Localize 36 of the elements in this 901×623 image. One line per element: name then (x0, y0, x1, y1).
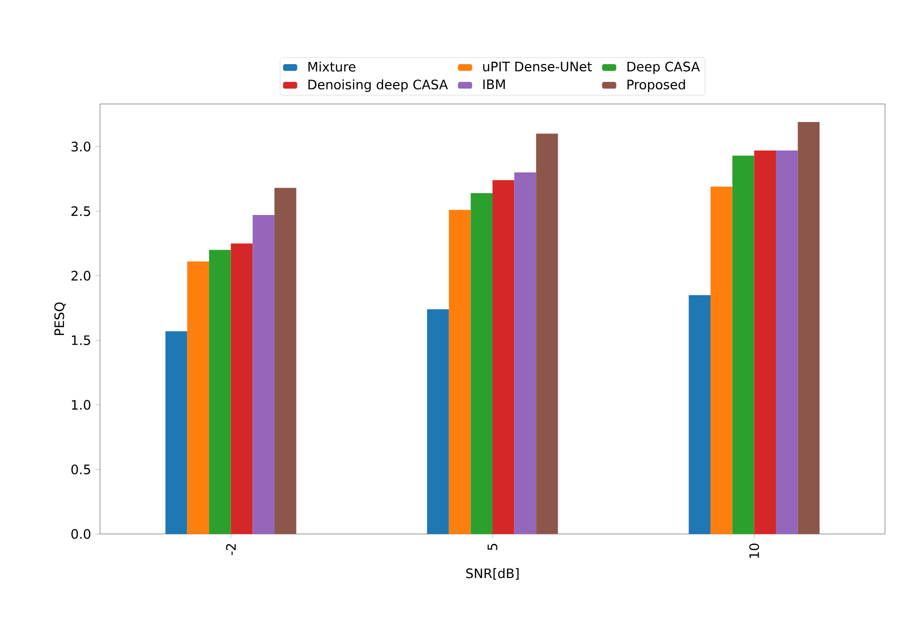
bar (470, 193, 493, 534)
legend-label: Proposed (628, 79, 685, 92)
bar (252, 215, 274, 534)
bar (492, 180, 514, 534)
y-tick-label: 2.0 (72, 270, 90, 281)
bar (165, 331, 188, 534)
x-tick-label: 5 (488, 544, 498, 550)
y-tick-label: 0.0 (71, 529, 90, 539)
bar (688, 295, 711, 534)
bar (209, 250, 231, 534)
bar (427, 309, 449, 534)
bar (776, 150, 798, 534)
legend-label: Mixture (308, 62, 356, 72)
bar (230, 243, 253, 534)
bar (754, 150, 776, 534)
legend-label: IBM (483, 80, 505, 90)
y-tick-label: 1.5 (72, 335, 90, 346)
bar (187, 262, 210, 534)
x-tick-label: 10 (749, 544, 760, 558)
y-tick-label: 3.0 (72, 142, 90, 152)
bar (448, 210, 471, 534)
bar (536, 134, 558, 534)
legend-label: uPIT Dense-UNet (483, 62, 592, 72)
bar (274, 188, 296, 534)
x-tick-label: -2 (226, 544, 236, 556)
y-tick-label: 2.5 (72, 206, 90, 216)
bar (798, 122, 820, 534)
legend-label: Denoising deep CASA (308, 79, 448, 92)
y-tick-label: 0.5 (71, 464, 90, 474)
y-axis-title: PESQ (54, 302, 66, 335)
bar (732, 156, 754, 534)
bar (514, 172, 536, 534)
bar (710, 186, 732, 534)
legend-label: Deep CASA (628, 62, 700, 74)
y-tick-label: 1.0 (72, 400, 90, 410)
x-axis-title: SNR[dB] (466, 568, 519, 580)
